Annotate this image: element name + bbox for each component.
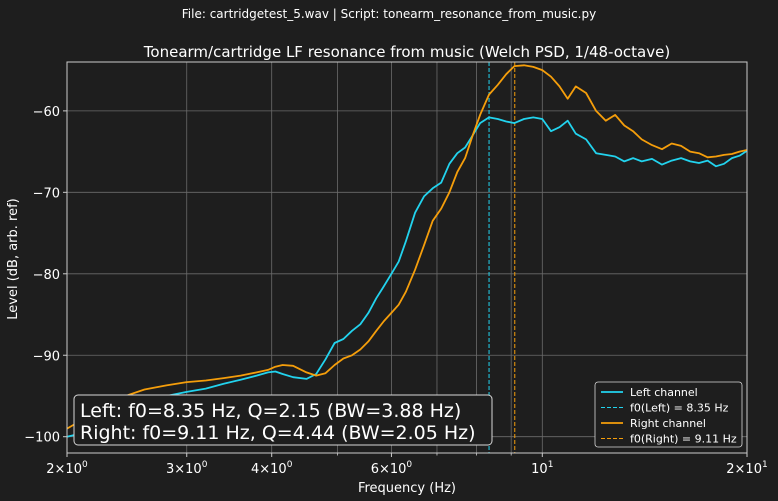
x-tick-label: 3×100: [166, 460, 208, 477]
legend-label: Right channel: [630, 417, 706, 430]
x-tick-label: 2×101: [726, 460, 767, 477]
annotation-line: Left: f0=8.35 Hz, Q=2.15 (BW=3.88 Hz): [80, 400, 461, 422]
legend: Left channel f0(Left) = 8.35 Hz Right chan…: [594, 381, 743, 448]
axes-frame: [66, 61, 748, 454]
x-tick-label: 101: [531, 460, 553, 477]
legend-label: f0(Right) = 9.11 Hz: [630, 433, 737, 446]
series-line-right-channel: [66, 64, 748, 430]
legend-label: Left channel: [630, 386, 698, 399]
figure-suptitle: File: cartridgetest_5.wav | Script: tone…: [182, 7, 596, 21]
annotation-box: [73, 394, 493, 446]
x-tick-label: 2×100: [46, 460, 88, 477]
fit-annotation: Left: f0=8.35 Hz, Q=2.15 (BW=3.88 Hz)Rig…: [73, 394, 493, 446]
y-tick-label: −80: [33, 268, 60, 283]
y-tick-label: −60: [33, 105, 60, 120]
y-tick-label: −100: [24, 431, 60, 446]
y-tick-label: −90: [33, 349, 60, 364]
y-axis-label: Level (dB, arb. ref): [6, 198, 21, 320]
chart-title: Tonearm/cartridge LF resonance from musi…: [143, 43, 670, 61]
y-tick-label: −70: [33, 186, 60, 201]
x-axis-label: Frequency (Hz): [358, 481, 456, 496]
legend-label: f0(Left) = 8.35 Hz: [630, 402, 729, 415]
x-tick-label: 6×100: [371, 460, 413, 477]
legend-box: [594, 381, 743, 448]
x-tick-label: 4×100: [251, 460, 293, 477]
series-line-left-channel: [66, 116, 748, 438]
annotation-line: Right: f0=9.11 Hz, Q=4.44 (BW=2.05 Hz): [80, 422, 476, 444]
